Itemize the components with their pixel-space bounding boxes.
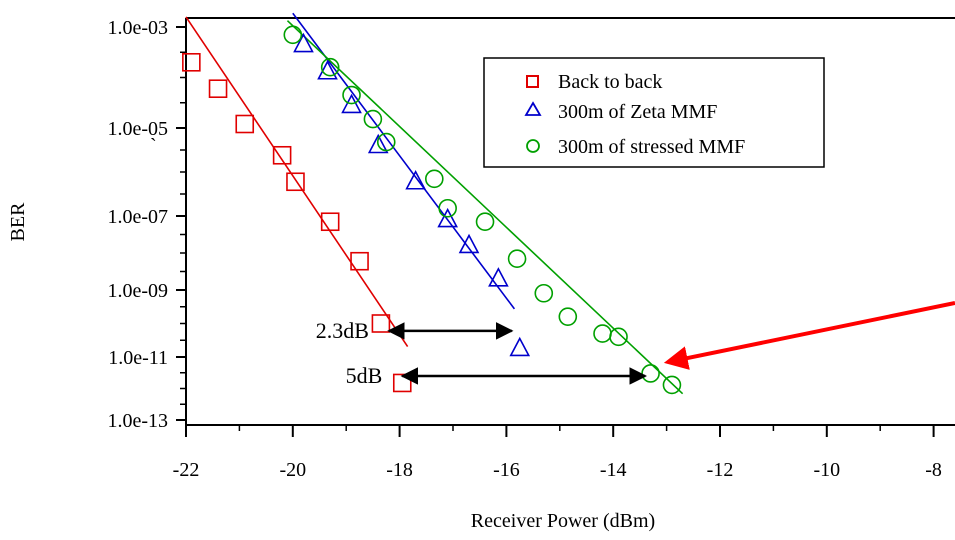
data-markers (182, 25, 682, 395)
legend-symbol-circle (526, 139, 540, 153)
fit-lines (185, 12, 684, 395)
circle-marker (320, 57, 340, 77)
triangle-marker (458, 233, 480, 254)
x-axis-ticks: -22-20-18-16-14-12-10-8-6 (173, 425, 942, 481)
y-tick-label: 1.0e-13 (107, 410, 168, 432)
square-marker (286, 172, 305, 192)
legend-label-back-to-back: Back to back (558, 71, 662, 93)
circle-marker (507, 249, 527, 269)
x-tick-label: -8 (925, 459, 942, 481)
x-axis-title: Receiver Power (dBm) (471, 510, 655, 532)
x-tick-label: -14 (600, 459, 627, 481)
stray-tick-mark: ` (150, 135, 157, 157)
y-axis-ticks: 1.0e-03 1.0e-05 1.0e-07 1.0e-09 1.0e-11 1.0e-… (107, 17, 186, 432)
circle-marker (475, 212, 495, 232)
square-marker (320, 212, 340, 232)
y-tick-label: 1.0e-09 (107, 280, 168, 302)
legend-box (483, 57, 825, 168)
x-tick-label: -20 (279, 459, 306, 481)
circle-marker (425, 169, 444, 189)
legend-symbol-triangle (524, 101, 542, 116)
circle-marker (363, 109, 383, 129)
square-marker (235, 114, 255, 134)
y-axis-title: BER (7, 202, 29, 242)
circle-marker (593, 324, 612, 343)
circle-marker (558, 307, 578, 326)
circle-marker (641, 364, 660, 383)
red-pointer-arrow (663, 301, 955, 370)
triangle-marker (405, 170, 426, 190)
square-marker (182, 52, 201, 72)
square-marker (208, 79, 228, 99)
circle-marker (283, 25, 303, 45)
triangle-marker (367, 133, 389, 154)
square-marker (350, 251, 369, 271)
triangle-marker (437, 207, 458, 228)
annotations: 2.3dB 5dB (316, 318, 647, 388)
circle-marker (438, 198, 457, 218)
dimension-label: 2.3dB (316, 318, 369, 343)
x-tick-label: -12 (707, 459, 734, 481)
fit-line (286, 20, 684, 395)
y-tick-label: 1.0e-05 (107, 118, 168, 140)
triangle-marker (293, 32, 314, 53)
x-tick-label: -10 (813, 459, 840, 481)
circle-marker (662, 375, 682, 395)
legend-label-stressed: 300m of stressed MMF (558, 136, 745, 158)
y-tick-label: 1.0e-11 (108, 347, 168, 369)
legend: Back to back 300m of Zeta MMF 300m of st… (483, 57, 825, 168)
circle-marker (534, 283, 554, 303)
x-tick-label: -22 (173, 459, 200, 481)
y-tick-label: 1.0e-03 (107, 17, 168, 39)
legend-label-zeta: 300m of Zeta MMF (558, 101, 717, 123)
circle-marker (609, 327, 628, 347)
circle-marker (376, 132, 396, 152)
triangle-marker (341, 93, 362, 114)
triangle-marker (509, 336, 531, 357)
highlight-arrow (663, 301, 955, 370)
x-tick-label: -18 (386, 459, 413, 481)
fit-line (292, 12, 516, 310)
legend-symbol-square (526, 75, 539, 88)
circle-marker (342, 85, 361, 105)
triangle-marker (488, 267, 509, 287)
fit-line (185, 16, 409, 347)
y-tick-label: 1.0e-07 (107, 206, 168, 228)
dimension-label: 5dB (346, 363, 383, 388)
square-marker (371, 314, 391, 333)
x-tick-label: -16 (493, 459, 520, 481)
square-marker (272, 145, 292, 165)
